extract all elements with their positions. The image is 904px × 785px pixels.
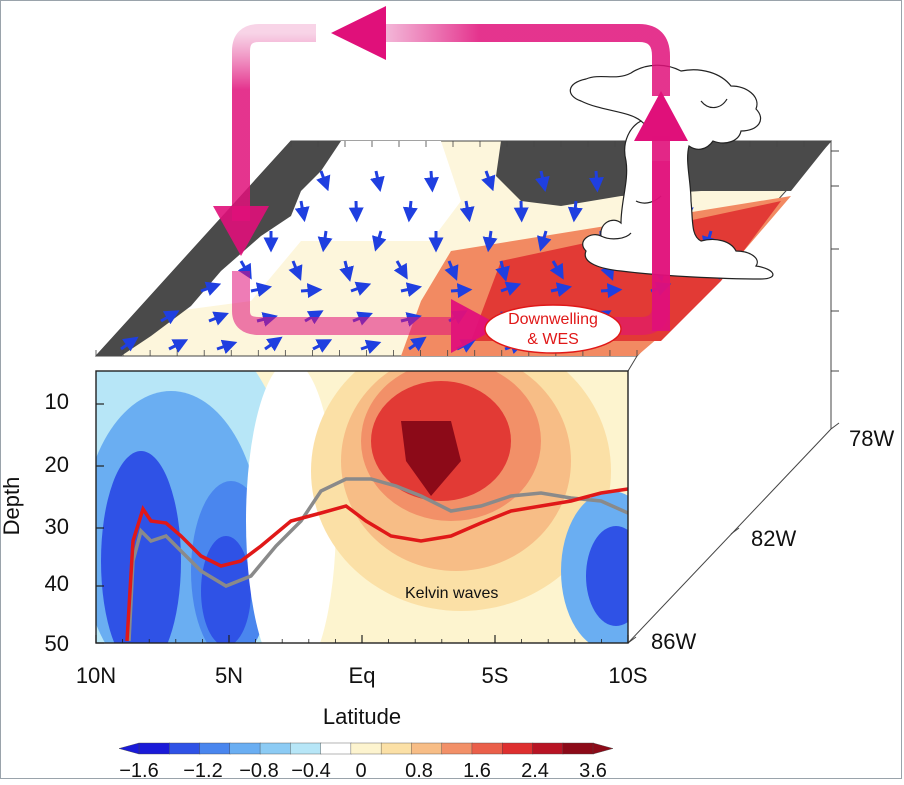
wind-arrow (410, 201, 411, 215)
colorbar-label: −1.2 (183, 760, 222, 780)
kelvin-waves-label: Kelvin waves (405, 585, 498, 602)
wind-arrow (451, 290, 465, 291)
colorbar-swatch (200, 743, 231, 754)
colorbar-swatch (321, 743, 352, 754)
ytick-10: 10 (45, 389, 69, 414)
xtick-eq: Eq (349, 663, 376, 688)
colorbar-swatch (472, 743, 503, 754)
lon-label-86w: 86W (651, 629, 696, 654)
wind-arrow (489, 231, 491, 245)
cold-anomaly-north-core (101, 451, 181, 671)
y-axis-label: Depth (1, 477, 24, 536)
xtick-10n: 10N (76, 663, 116, 688)
colorbar-end-right (593, 743, 613, 754)
colorbar-swatch (351, 743, 382, 754)
ascending-branch (652, 136, 670, 331)
x-axis-label: Latitude (323, 704, 401, 729)
cold-anomaly-5n-core (201, 536, 251, 646)
ytick-30: 30 (45, 514, 69, 539)
wind-arrow (575, 201, 576, 215)
wind-arrow (324, 231, 326, 245)
colorbar-label: 1.6 (463, 760, 491, 780)
side-tick (628, 637, 636, 643)
wind-arrow (431, 171, 432, 185)
colorbar-swatch (502, 743, 533, 754)
side-tick (731, 528, 739, 534)
lon-label-78w: 78W (849, 426, 894, 451)
colorbar-swatch (169, 743, 200, 754)
downwelling-wes-bubble: Downwelling & WES (485, 305, 621, 353)
colorbar-label: −0.4 (291, 760, 330, 780)
colorbar-label: 3.6 (579, 760, 607, 780)
colorbar-swatch (563, 743, 594, 754)
colorbar-swatch (532, 743, 563, 754)
colorbar-swatch (290, 743, 321, 754)
colorbar-swatch (381, 743, 412, 754)
colorbar-swatch (260, 743, 291, 754)
colorbar-label: 2.4 (521, 760, 549, 780)
colorbar-end-left (119, 743, 139, 754)
xtick-5n: 5N (215, 663, 243, 688)
arrow-head-left (331, 6, 386, 60)
depth-section: Kelvin waves (56, 321, 661, 721)
ytick-40: 40 (45, 571, 69, 596)
colorbar-swatch (230, 743, 261, 754)
colorbar-label: −0.8 (239, 760, 278, 780)
cold-anomaly-south-core (586, 526, 646, 626)
bubble-line-1: Downwelling (508, 311, 598, 328)
ytick-50: 50 (45, 631, 69, 656)
colorbar-swatch (411, 743, 442, 754)
lon-label-82w: 82W (751, 526, 796, 551)
colorbar-label: 0.8 (405, 760, 433, 780)
wind-arrow (601, 290, 615, 291)
colorbar-swatch (442, 743, 473, 754)
ytick-20: 20 (45, 452, 69, 477)
colorbar-swatch (139, 743, 170, 754)
xtick-10s: 10S (608, 663, 647, 688)
colorbar (119, 743, 613, 754)
bubble-line-2: & WES (527, 331, 579, 348)
side-tick (831, 423, 839, 429)
colorbar-label: −1.6 (119, 760, 158, 780)
colorbar-label: 0 (355, 760, 366, 780)
xtick-5s: 5S (482, 663, 509, 688)
wind-arrow (301, 290, 315, 291)
colorbar-labels: −1.6 −1.2 −0.8 −0.4 0 0.8 1.6 2.4 3.6 (119, 760, 607, 780)
wind-arrow (596, 171, 597, 185)
